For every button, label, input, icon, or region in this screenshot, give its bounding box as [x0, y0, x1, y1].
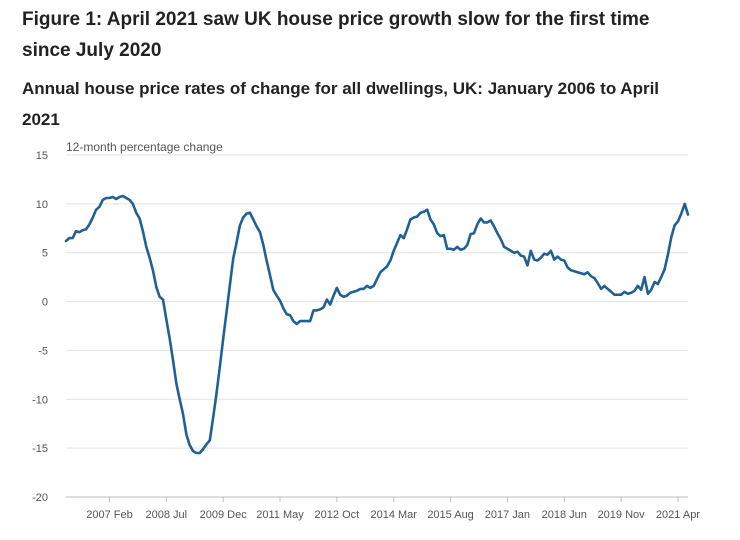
x-tick-label: 2019 Nov — [598, 509, 646, 521]
y-tick-label: 0 — [42, 297, 48, 309]
figure-title: Figure 1: April 2021 saw UK house price … — [22, 9, 650, 61]
y-axis: 15 10 5 0 -5 -10 -15 -20 — [32, 150, 48, 504]
x-tick-label: 2018 Jun — [542, 509, 587, 521]
x-tick-label: 2011 May — [256, 509, 304, 521]
x-tick-label: 2014 Mar — [370, 509, 417, 521]
series-layer — [64, 194, 690, 455]
y-tick-label: -5 — [38, 345, 48, 357]
y-tick-label: -15 — [32, 443, 48, 455]
y-tick-label: 10 — [36, 199, 48, 211]
x-tick-label: 2007 Feb — [86, 509, 132, 521]
x-axis: 2007 Feb 2008 Jul 2009 Dec 2011 May 2012 Oct… — [66, 496, 700, 521]
x-tick-label: 2008 Jul — [146, 509, 188, 521]
y-tick-label: 15 — [36, 150, 48, 162]
grid-lines — [66, 154, 688, 449]
x-tick-label: 2012 Oct — [315, 509, 360, 521]
chart-title: Annual house price rates of change for a… — [22, 79, 660, 129]
y-tick-label: -20 — [32, 492, 48, 504]
y-axis-title: 12-month percentage change — [66, 140, 223, 154]
y-tick-label: 5 — [42, 248, 48, 260]
series-line — [64, 194, 690, 455]
x-tick-label: 2021 Apr — [656, 509, 700, 521]
x-tick-label: 2009 Dec — [200, 509, 248, 521]
x-tick-label: 2017 Jan — [485, 509, 530, 521]
x-tick-label: 2015 Aug — [427, 509, 474, 521]
y-tick-label: -10 — [32, 394, 48, 406]
